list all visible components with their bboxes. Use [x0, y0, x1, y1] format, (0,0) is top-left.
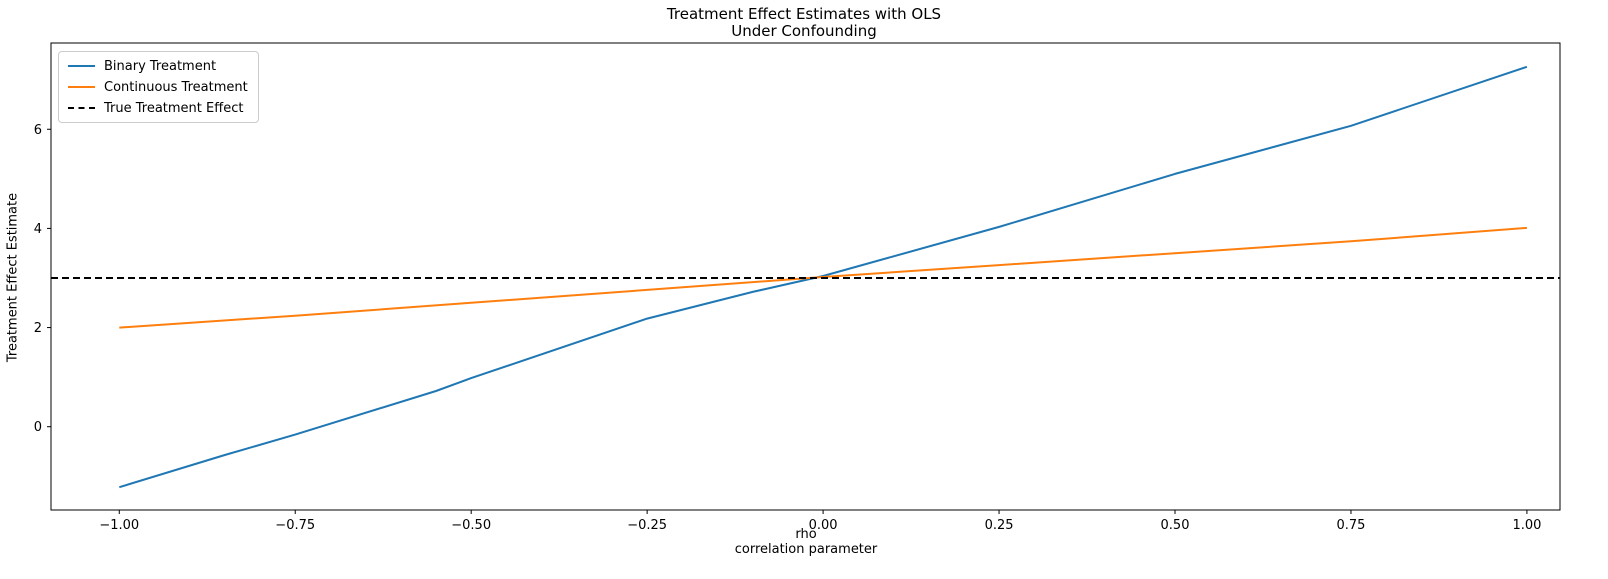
x-tick-label: −1.00 — [99, 518, 139, 533]
y-axis-label: Treatment Effect Estimate — [5, 192, 21, 363]
x-tick-label: 0.50 — [1161, 518, 1190, 533]
legend-label: True Treatment Effect — [104, 100, 244, 116]
legend-label: Continuous Treatment — [104, 79, 248, 95]
x-tick-label: 1.00 — [1512, 518, 1541, 533]
chart-title-line2: Under Confounding — [731, 22, 877, 40]
x-axis-label: rho correlation parameter — [0, 527, 1608, 557]
y-tick-label: 0 — [34, 420, 42, 435]
x-tick-label: 0.75 — [1336, 518, 1365, 533]
legend-item-continuous-treatment: Continuous Treatment — [68, 79, 248, 95]
y-tick-label: 4 — [34, 222, 42, 237]
legend: Binary Treatment Continuous Treatment Tr… — [58, 51, 259, 123]
x-tick-label: −0.50 — [451, 518, 491, 533]
chart-title-line1: Treatment Effect Estimates with OLS — [666, 5, 942, 23]
x-tick-label: 0.25 — [985, 518, 1014, 533]
x-tick-label: 0.00 — [809, 518, 838, 533]
legend-label: Binary Treatment — [104, 58, 217, 74]
y-tick-label: 2 — [34, 321, 42, 336]
y-tick-label: 6 — [34, 123, 42, 138]
legend-item-binary-treatment: Binary Treatment — [68, 58, 248, 74]
x-axis-label-line2: correlation parameter — [734, 542, 878, 557]
legend-line-swatch-dashed-black — [68, 107, 95, 109]
legend-line-swatch-blue — [68, 65, 95, 67]
legend-line-swatch-orange — [68, 86, 95, 88]
x-tick-label: −0.25 — [627, 518, 667, 533]
x-tick-label: −0.75 — [275, 518, 315, 533]
chart-title: Treatment Effect Estimates with OLS Unde… — [0, 6, 1608, 40]
legend-item-true-effect: True Treatment Effect — [68, 100, 248, 116]
axes-frame — [50, 42, 1561, 511]
x-axis-label-line1: rho — [795, 527, 817, 542]
series-line-binary-treatment — [119, 65, 1528, 489]
